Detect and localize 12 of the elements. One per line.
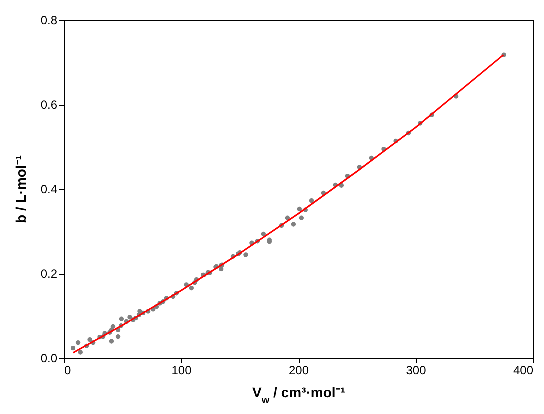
x-tick-label: 100 [172, 364, 192, 378]
x-tick-label: 300 [406, 364, 427, 378]
y-tick-label: 0.6 [40, 98, 58, 112]
y-axis-title: b / L·mol⁻¹ [12, 155, 29, 224]
y-tick-label: 0.0 [40, 352, 58, 366]
x-axis-title: V$_{w}$ / cm³·mol⁻¹ [252, 384, 346, 406]
y-tick-label: 0.8 [40, 14, 58, 28]
y-tick-label: 0.2 [40, 267, 58, 281]
y-tick-label: 0.4 [40, 182, 58, 196]
x-tick-label: 0 [64, 364, 72, 378]
x-tick-label: 400 [513, 364, 534, 378]
x-tick-label: 200 [288, 364, 310, 378]
